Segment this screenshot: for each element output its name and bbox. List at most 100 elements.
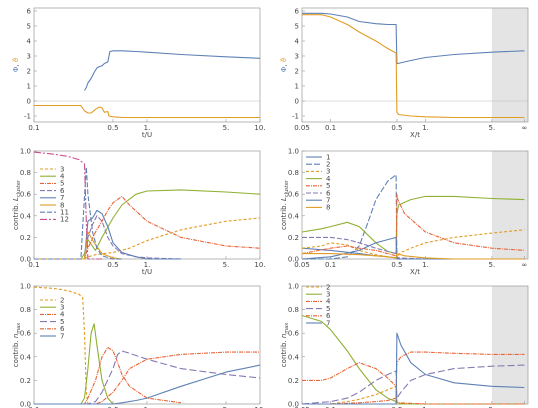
y-tick-label: 2 <box>295 68 299 76</box>
series-line-6 <box>302 351 525 405</box>
y-tick-label: 0.2 <box>288 234 299 242</box>
x-tick-label: 0.5 <box>107 124 118 132</box>
x-tick-label: 0.1 <box>325 261 336 269</box>
x-tick-label: 5. <box>489 261 496 269</box>
series-line-4 <box>301 195 525 255</box>
shaded-region <box>491 8 528 122</box>
series-line-5 <box>301 364 525 405</box>
series-line-2 <box>302 174 525 260</box>
series-line-8 <box>34 231 122 260</box>
legend-label: 3 <box>326 291 330 299</box>
x-tick-label: 10. <box>254 406 265 408</box>
series-line-3 <box>34 217 261 260</box>
x-axis-label: X/t <box>410 131 420 139</box>
x-tick-label: 0.1 <box>28 124 39 132</box>
x-tick-label: 0.5 <box>391 261 402 269</box>
legend-label: 6 <box>326 189 331 197</box>
plot-frame <box>33 285 261 405</box>
x-tick-label: 1. <box>144 261 151 269</box>
y-axis-label: Φ, ϑ <box>280 58 288 72</box>
x-tick-label: ∞ <box>521 261 527 269</box>
series-line-5 <box>34 195 261 260</box>
y-tick-label: 0.6 <box>20 330 32 338</box>
plot-frame <box>301 7 529 123</box>
y-tick-label: 0.8 <box>288 169 299 177</box>
y-tick-label: 1 <box>295 83 299 91</box>
x-tick-label: 0.5 <box>391 406 402 408</box>
chart-panel-4: 0.00.20.40.60.81.00.10.51.5.10.t/Ucontri… <box>12 283 266 408</box>
y-tick-label: -1 <box>292 113 299 121</box>
y-tick-label: 6 <box>27 8 32 16</box>
y-tick-label: 1.0 <box>288 283 299 291</box>
y-tick-label: 0.6 <box>288 330 300 338</box>
series-line-0 <box>302 12 525 65</box>
x-tick-label: 0.05 <box>294 261 310 269</box>
series-line-3 <box>34 323 114 405</box>
x-tick-label: 10. <box>254 261 265 269</box>
y-tick-label: 5 <box>295 23 299 31</box>
x-tick-label: 5. <box>223 406 230 408</box>
y-tick-label: 0 <box>27 98 31 106</box>
x-tick-label: 0.1 <box>28 406 39 408</box>
y-tick-label: 0.2 <box>20 377 31 385</box>
x-axis-label: X/t <box>410 268 420 276</box>
y-tick-label: 0.4 <box>288 353 300 361</box>
series-line-7 <box>34 364 261 405</box>
x-tick-label: 1. <box>422 261 429 269</box>
y-tick-label: 1.0 <box>20 283 31 291</box>
y-tick-label: 3 <box>27 53 31 61</box>
y-tick-label: 0.6 <box>288 191 300 199</box>
y-tick-label: 0.6 <box>20 191 32 199</box>
legend-label: 4 <box>60 173 65 181</box>
legend-label: 3 <box>326 168 330 176</box>
legend-label: 4 <box>60 311 65 319</box>
y-tick-label: 2 <box>27 68 31 76</box>
legend-label: 4 <box>326 175 331 183</box>
legend-label: 2 <box>60 296 64 304</box>
legend-label: 8 <box>326 204 330 212</box>
y-axis-label: contrib. nmax <box>280 323 290 367</box>
x-tick-label: 0.1 <box>28 261 39 269</box>
series-line-12 <box>33 151 102 260</box>
x-tick-label: 0.1 <box>325 406 336 408</box>
legend-label: 11 <box>60 209 69 217</box>
legend-label: 4 <box>326 298 331 306</box>
x-axis-label: t/U <box>142 268 152 276</box>
legend-label: 3 <box>60 165 64 173</box>
legend-label: 6 <box>60 187 65 195</box>
legend-label: 2 <box>326 283 330 291</box>
y-tick-label: 0.2 <box>288 377 299 385</box>
legend-label: 7 <box>326 319 330 327</box>
x-tick-label: 5. <box>489 124 496 132</box>
legend-label: 6 <box>60 325 65 333</box>
series-line-2 <box>302 385 525 405</box>
plot-frame <box>33 7 261 123</box>
legend-label: 3 <box>60 304 64 312</box>
plot-frame <box>33 150 261 260</box>
x-axis-label: t/U <box>142 131 152 139</box>
y-axis-label: Φ, ϑ <box>12 58 20 72</box>
x-tick-label: 1. <box>422 406 429 408</box>
y-axis-label: contrib. Lcluster <box>12 179 22 230</box>
y-tick-label: 0.4 <box>288 212 300 220</box>
x-tick-label: 0.1 <box>325 124 336 132</box>
legend-label: 5 <box>60 180 64 188</box>
series-line-8 <box>302 253 525 260</box>
legend-label: 7 <box>60 194 64 202</box>
x-tick-label: 5. <box>223 124 230 132</box>
y-tick-label: 4 <box>27 38 32 46</box>
legend-label: 8 <box>60 201 64 209</box>
y-tick-label: 1.0 <box>288 148 299 156</box>
y-tick-label: 6 <box>295 8 300 16</box>
shaded-region <box>491 151 528 259</box>
x-tick-label: 5. <box>223 261 230 269</box>
shaded-region <box>491 286 528 404</box>
legend-label: 7 <box>60 332 64 340</box>
x-tick-label: 1. <box>422 124 429 132</box>
series-line-11 <box>34 166 122 260</box>
y-tick-label: 3 <box>295 53 299 61</box>
